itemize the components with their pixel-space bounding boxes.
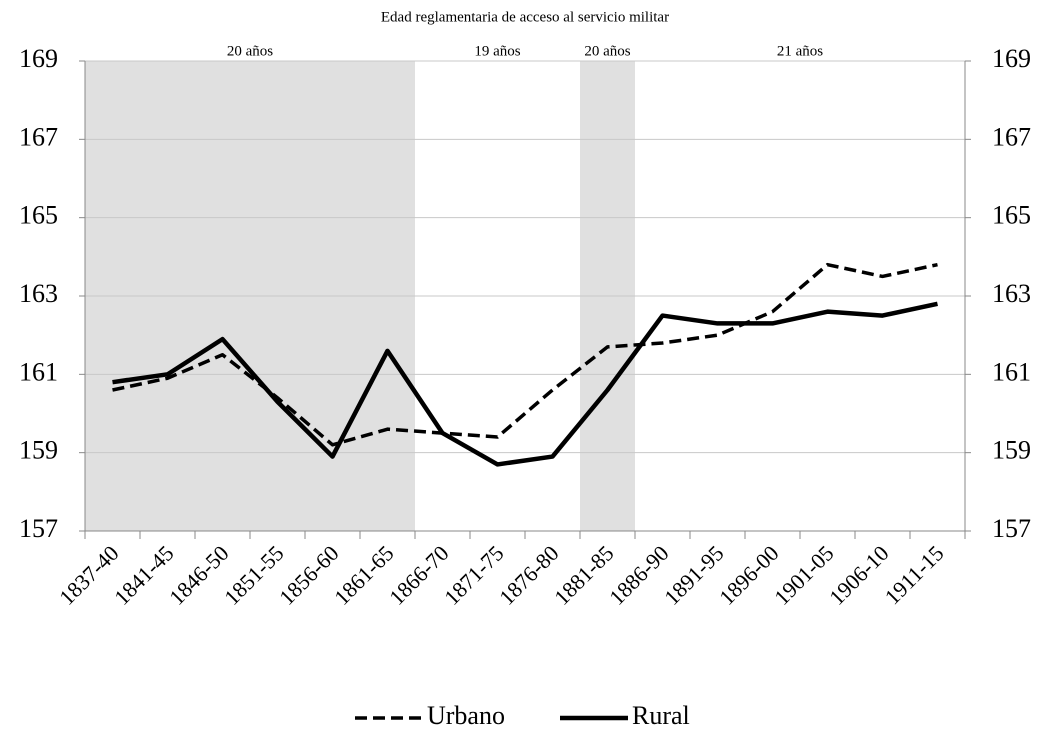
period-label: 19 años [474, 43, 520, 59]
y-tick-label: 161 [19, 357, 58, 386]
x-tick-label: 1896-00 [714, 540, 784, 610]
x-tick-label: 1886-90 [604, 540, 674, 610]
x-tick-label: 1837-40 [54, 540, 124, 610]
x-tick-label: 1866-70 [384, 540, 454, 610]
y-tick-label: 167 [19, 122, 58, 151]
y-tick-label: 163 [19, 279, 58, 308]
x-tick-label: 1851-55 [219, 540, 289, 610]
y2-tick-label: 163 [992, 279, 1031, 308]
legend-label: Rural [632, 701, 690, 730]
series-line [112, 262, 938, 447]
y2-tick-label: 165 [992, 201, 1031, 230]
series-line [112, 301, 938, 467]
y2-tick-label: 157 [992, 514, 1031, 543]
y-tick-label: 157 [19, 514, 58, 543]
x-tick-label: 1876-80 [494, 540, 564, 610]
x-tick-label: 1856-60 [274, 540, 344, 610]
y2-tick-label: 167 [992, 122, 1031, 151]
period-label: 20 años [227, 43, 273, 59]
period-label: 20 años [584, 43, 630, 59]
legend-label: Urbano [427, 701, 505, 730]
y2-tick-label: 161 [992, 357, 1031, 386]
x-tick-label: 1871-75 [439, 540, 509, 610]
y2-tick-label: 159 [992, 436, 1031, 465]
y2-tick-label: 169 [992, 44, 1031, 73]
x-tick-label: 1861-65 [329, 540, 399, 610]
x-tick-label: 1901-05 [769, 540, 839, 610]
y-tick-label: 169 [19, 44, 58, 73]
y-tick-label: 165 [19, 201, 58, 230]
x-tick-label: 1891-95 [659, 540, 729, 610]
x-tick-label: 1846-50 [164, 540, 234, 610]
period-label: 21 años [777, 43, 823, 59]
x-tick-label: 1841-45 [109, 540, 179, 610]
x-tick-label: 1881-85 [549, 540, 619, 610]
x-tick-label: 1906-10 [824, 540, 894, 610]
x-tick-label: 1911-15 [880, 540, 949, 609]
y-tick-label: 159 [19, 436, 58, 465]
chart-title: Edad reglamentaria de acceso al servicio… [381, 9, 669, 25]
